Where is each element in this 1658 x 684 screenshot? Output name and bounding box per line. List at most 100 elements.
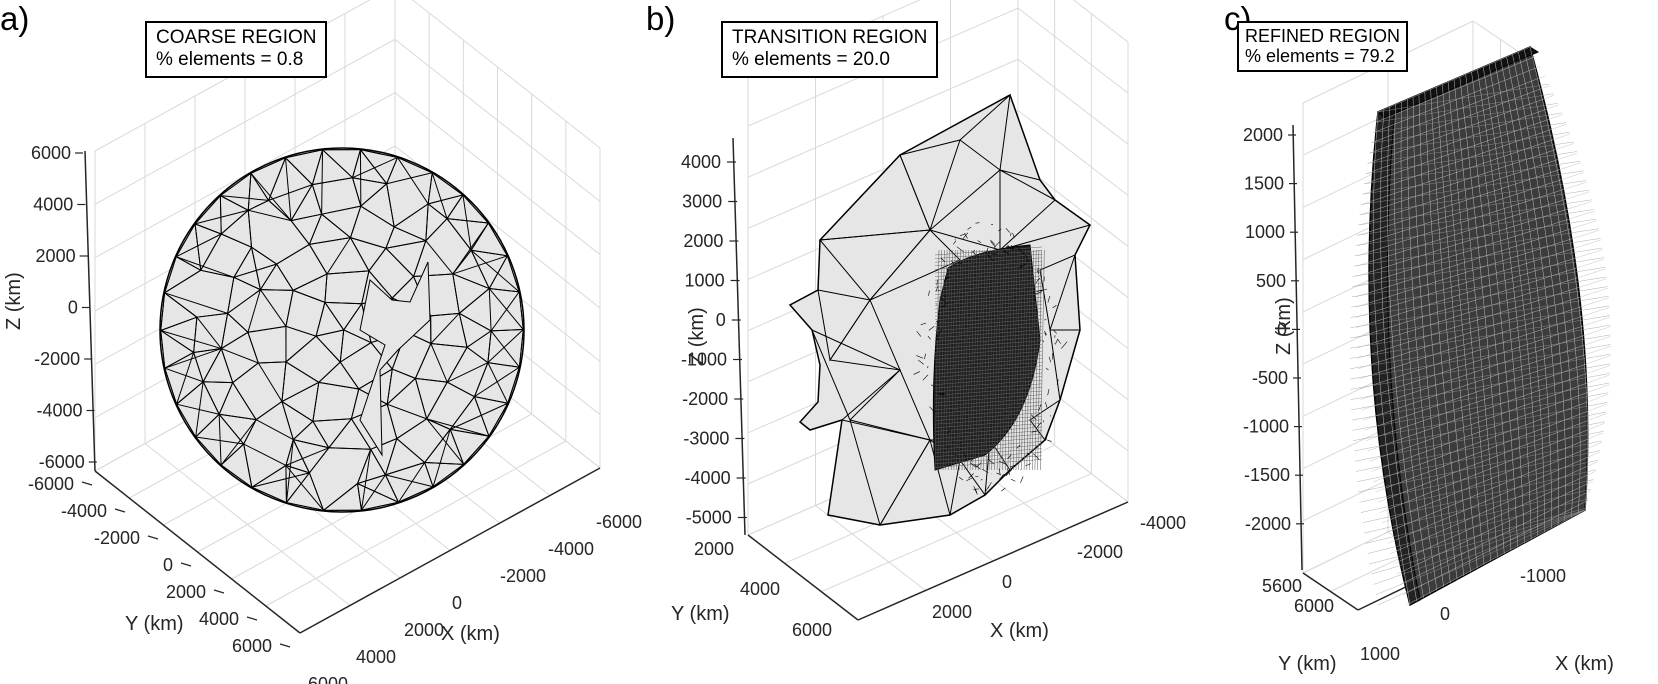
panel-a-elements-percent: % elements = 0.8 — [156, 49, 304, 70]
mesh-edge — [1364, 345, 1611, 431]
mesh-edge — [428, 194, 464, 205]
halo-edge — [1052, 305, 1057, 309]
dense-edge — [934, 387, 1043, 396]
grid-line — [394, 38, 601, 202]
mesh-edge — [1356, 201, 1593, 277]
mesh-edge — [268, 157, 286, 201]
mesh-edge — [487, 362, 509, 404]
mesh-edge — [1352, 247, 1603, 287]
mesh-edge — [1366, 104, 1559, 174]
mesh-edge — [361, 501, 399, 511]
z-tick-label: 1000 — [1245, 222, 1285, 242]
mesh-edge — [1373, 103, 1558, 133]
dense-edge — [967, 249, 972, 471]
mesh-edge — [393, 226, 427, 242]
y-axis-label: Y (km) — [671, 603, 730, 625]
dense-edge — [1018, 249, 1023, 471]
mesh-edge — [466, 346, 489, 364]
mesh-edge — [506, 255, 520, 292]
x-tick-label: -4000 — [548, 539, 594, 559]
mesh-edge — [840, 369, 931, 441]
z-tick-label: -6000 — [39, 452, 85, 472]
halo-edge — [990, 239, 996, 245]
dense-edge — [977, 249, 983, 471]
mesh-edge — [290, 220, 310, 245]
halo-edge — [976, 462, 982, 468]
mesh-edge — [250, 172, 292, 221]
dense-edge — [934, 419, 1043, 429]
mesh-edge — [397, 157, 429, 205]
dense-edge — [1007, 249, 1013, 471]
mesh-edge — [352, 177, 387, 185]
mesh-edge — [218, 382, 234, 415]
mesh-edge — [1351, 363, 1611, 411]
mesh-edge — [311, 149, 324, 185]
mesh-edge — [1360, 316, 1611, 400]
mesh-edge — [387, 403, 427, 420]
mesh-edge — [447, 362, 489, 383]
mesh-edge — [292, 420, 314, 440]
mesh-edge — [385, 240, 426, 249]
halo-edge — [973, 252, 979, 258]
mesh-edge — [176, 403, 220, 415]
halo-edge — [935, 320, 939, 324]
dense-edge — [934, 246, 1043, 256]
mesh-edge — [1350, 344, 1611, 390]
halo-edge — [1031, 430, 1039, 433]
panel-b-elements-percent: % elements = 20.0 — [732, 49, 890, 70]
y-tick — [147, 535, 159, 540]
z-tick-label: 0 — [1277, 319, 1287, 339]
mesh-edge — [424, 462, 464, 465]
halo-edge — [1045, 401, 1048, 408]
x-tick-label: -6000 — [596, 512, 642, 532]
mesh-edge — [459, 312, 492, 332]
dense-edge — [1026, 249, 1032, 471]
dense-edge — [934, 448, 1043, 457]
mesh-edge — [357, 483, 399, 503]
mesh-edge — [250, 172, 269, 201]
halo-edge — [936, 329, 943, 337]
y-tick — [180, 562, 192, 567]
halo-edge — [1040, 288, 1048, 292]
dense-edge — [948, 249, 953, 471]
mesh-edge — [384, 474, 399, 503]
mesh-edge — [384, 438, 398, 476]
mesh-edge — [360, 149, 398, 158]
mesh-edge — [452, 222, 489, 275]
dense-edge — [934, 289, 1043, 299]
z-tick-label: 4000 — [33, 195, 73, 215]
dense-edge — [961, 249, 967, 471]
mesh-edge — [1523, 49, 1581, 514]
halo-edge — [924, 353, 926, 360]
halo-edge — [1025, 254, 1029, 263]
mesh-edge — [1352, 382, 1610, 431]
panel-c-elements-percent: % elements = 79.2 — [1245, 46, 1395, 66]
halo-edge — [977, 240, 982, 244]
mesh-edge — [1355, 220, 1597, 298]
mesh-edge — [193, 317, 198, 353]
halo-edge — [954, 454, 957, 456]
mesh-edge — [285, 439, 294, 503]
z-tick-label: 1500 — [1244, 174, 1284, 194]
mesh-edge — [1377, 413, 1607, 503]
x-axis-label: X (km) — [1555, 653, 1614, 675]
halo-edge — [987, 253, 994, 262]
dense-edge — [934, 390, 1043, 400]
mesh-edge — [386, 157, 398, 184]
y-tick-label: 2000 — [166, 582, 206, 602]
mesh-edge — [247, 289, 261, 333]
halo-edge — [1042, 420, 1045, 423]
x-tick-label: 0 — [452, 593, 462, 613]
halo-edge — [986, 247, 989, 252]
halo-edge — [971, 250, 976, 253]
mesh-edge — [248, 199, 269, 211]
mesh-edge — [1039, 254, 1076, 331]
mesh-edge — [219, 413, 257, 421]
mesh-edge — [1367, 498, 1589, 554]
halo-edge — [936, 279, 938, 286]
mesh-edge — [196, 316, 222, 349]
halo-edge — [985, 486, 989, 492]
halo-edge — [1020, 476, 1024, 483]
mesh-edge — [1364, 114, 1563, 185]
z-tick-label: -1500 — [1244, 465, 1290, 485]
